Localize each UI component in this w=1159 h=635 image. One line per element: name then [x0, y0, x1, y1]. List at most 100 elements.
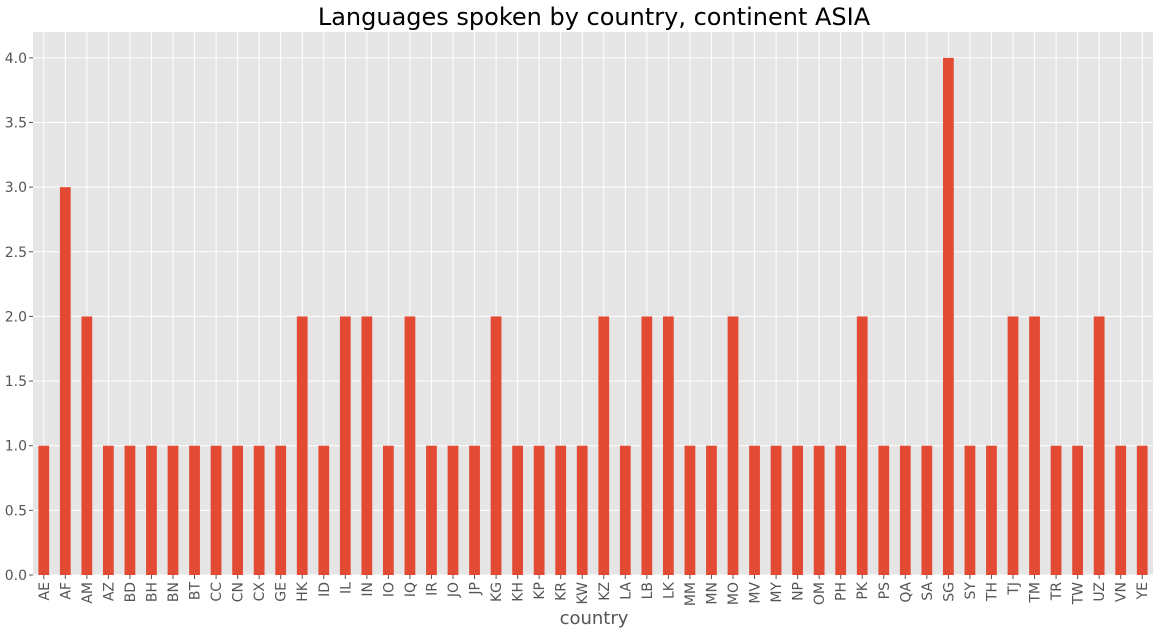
x-tick-label: MN [704, 582, 720, 605]
x-tick-label: SA [920, 582, 936, 601]
x-tick-label: BH [144, 582, 160, 602]
bar-kz [598, 316, 610, 575]
x-tick-label: PS [877, 582, 893, 599]
bar-cn [232, 445, 243, 575]
x-tick-label: KH [511, 582, 527, 602]
bar-az [103, 445, 114, 575]
x-tick-label: IQ [403, 582, 419, 597]
x-tick-label: MM [683, 582, 699, 606]
x-tick-label: SY [963, 582, 979, 600]
x-tick-label: KG [489, 582, 505, 602]
x-tick-label: TW [1071, 582, 1087, 606]
bar-kr [555, 445, 567, 575]
x-tick-label: MV [748, 582, 764, 604]
bar-ye [1136, 445, 1148, 575]
x-tick-label: CN [231, 582, 247, 602]
bar-vn [1115, 445, 1127, 575]
x-tick-label: CC [209, 582, 225, 602]
bar-np [792, 445, 803, 575]
x-tick-label: TH [984, 582, 1000, 602]
bar-kg [490, 316, 502, 575]
bar-th [986, 445, 997, 575]
x-tick-label: HK [295, 581, 311, 602]
x-tick-label: AE [37, 582, 53, 600]
bar-mn [706, 445, 717, 575]
bar-hk [296, 316, 308, 575]
bar-io [383, 445, 394, 575]
plot-area [33, 32, 1153, 575]
bar-ir [426, 445, 437, 575]
y-tick-label: 2.0 [5, 309, 27, 325]
x-tick-label: TR [1049, 582, 1065, 602]
bar-sy [964, 445, 976, 575]
y-axis-ticks: 0.0 0.5 1.0 1.5 2.0 2.5 3.0 3.5 4.0 [5, 51, 33, 584]
y-tick-label: 0.0 [5, 568, 27, 584]
bar-il [339, 316, 351, 575]
x-tick-label: VN [1114, 582, 1130, 602]
bar-bh [146, 445, 157, 575]
bar-kw [576, 445, 588, 575]
bar-tw [1072, 445, 1083, 575]
bar-jo [447, 445, 459, 575]
y-tick-label: 4.0 [5, 51, 27, 67]
x-tick-label: MY [769, 582, 785, 603]
x-tick-label: TJ [1006, 582, 1022, 596]
chart-title: Languages spoken by country, continent A… [318, 3, 871, 31]
bar-ge [275, 445, 287, 575]
x-tick-label: YE [1135, 582, 1151, 600]
x-tick-label: QA [898, 582, 914, 603]
x-tick-label: TM [1028, 582, 1044, 604]
bar-ae [38, 445, 50, 575]
bars [38, 57, 1148, 576]
bar-om [813, 445, 825, 575]
bar-bd [124, 445, 136, 575]
x-tick-label: CX [252, 582, 268, 602]
bar-tj [1007, 316, 1019, 575]
bar-am [81, 316, 93, 575]
bar-bt [189, 445, 200, 575]
y-tick-label: 3.5 [5, 116, 27, 132]
bar-la [619, 445, 631, 575]
x-tick-label: BN [166, 582, 182, 602]
x-tick-label: PH [834, 582, 850, 601]
bar-lb [641, 316, 653, 575]
bar-mv [749, 445, 760, 575]
x-tick-label: IR [424, 582, 440, 596]
bar-in [361, 316, 373, 575]
bar-cx [253, 445, 265, 575]
bar-af [59, 187, 71, 575]
x-tick-label: BD [123, 582, 139, 602]
x-tick-label: KZ [597, 582, 613, 601]
bar-tr [1050, 445, 1062, 575]
x-tick-label: KP [532, 582, 548, 600]
bar-uz [1093, 316, 1105, 575]
x-tick-label: MO [726, 582, 742, 605]
bar-mo [727, 316, 739, 575]
x-tick-label: AF [58, 582, 74, 600]
bar-lk [663, 316, 674, 575]
x-tick-label: PK [855, 581, 871, 599]
bar-kp [533, 445, 545, 575]
y-tick-label: 3.0 [5, 180, 27, 196]
x-tick-label: JO [446, 582, 462, 598]
x-tick-label: GE [274, 582, 290, 602]
x-tick-label: UZ [1092, 582, 1108, 602]
y-tick-label: 1.0 [5, 439, 27, 455]
x-tick-label: IL [338, 582, 354, 594]
y-tick-label: 0.5 [5, 503, 27, 519]
bar-iq [404, 316, 416, 575]
x-tick-label: AM [80, 582, 96, 604]
x-axis-label: country [560, 608, 629, 629]
bar-sa [921, 445, 933, 575]
x-tick-label: SG [941, 582, 957, 602]
bar-jp [469, 445, 480, 575]
x-tick-label: KW [575, 582, 591, 605]
x-tick-label: LB [640, 582, 656, 599]
bar-id [318, 445, 330, 575]
bar-ps [878, 445, 890, 575]
bar-pk [856, 316, 868, 575]
x-tick-label: IN [360, 582, 376, 597]
x-tick-label: IO [381, 582, 397, 597]
x-tick-label: JP [468, 582, 484, 596]
